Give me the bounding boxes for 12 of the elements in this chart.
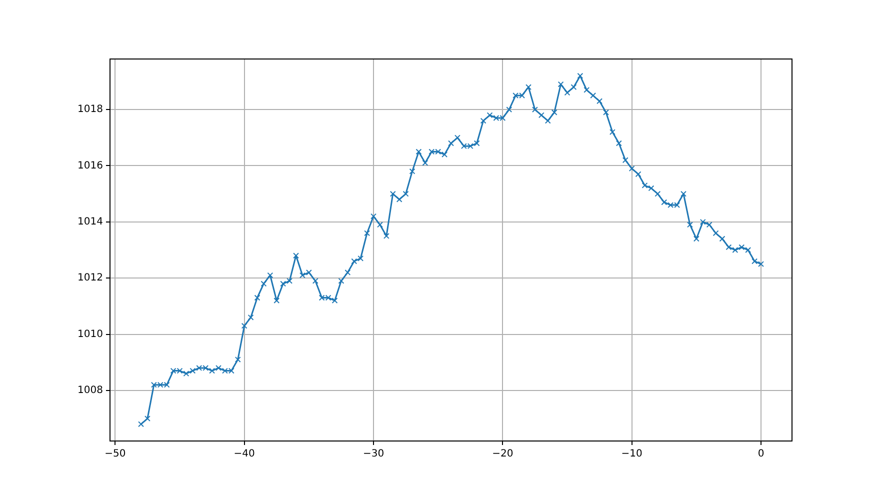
y-tick-label: 1018 [78,104,103,116]
y-tick-label: 1010 [78,328,103,340]
x-tick-label: 0 [758,448,764,460]
y-tick-label: 1014 [78,216,103,228]
x-tick-label: −20 [492,448,514,460]
y-tick-label: 1008 [78,385,103,396]
x-tick-label: −30 [362,448,384,460]
x-tick-label: −40 [234,448,255,460]
x-tick-label: −50 [104,448,126,460]
x-tick-label: −10 [621,448,642,460]
y-tick-label: 1016 [78,160,103,172]
y-tick-label: 1012 [78,272,103,284]
